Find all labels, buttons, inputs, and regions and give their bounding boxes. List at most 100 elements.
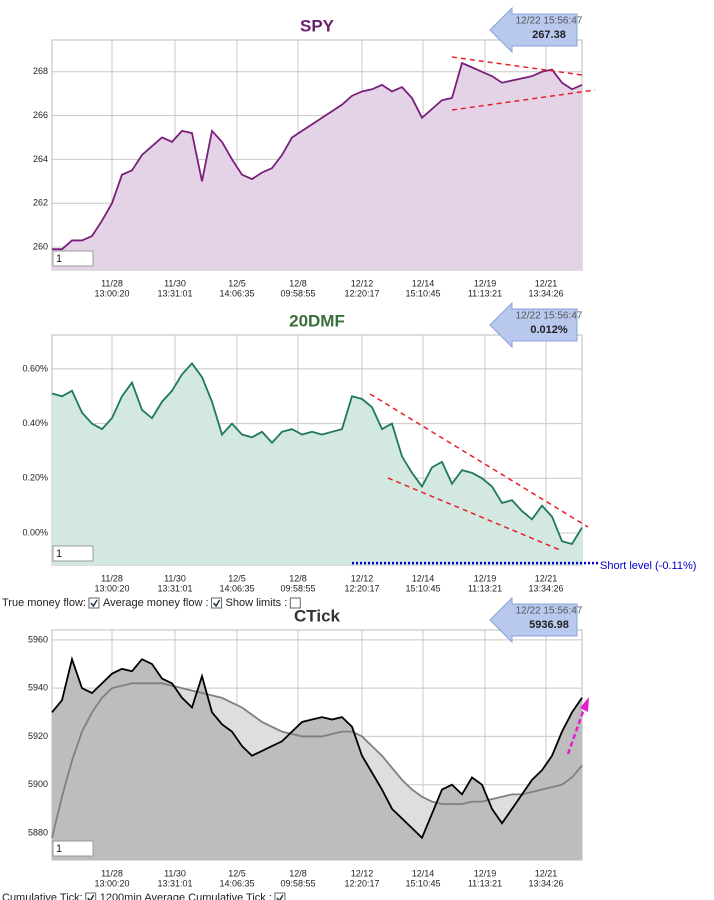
x-tick-time: 13:00:20 [94,288,129,298]
x-tick-time: 13:34:26 [528,878,563,888]
x-tick-label: 11/28 [101,278,123,288]
trendline [369,393,589,528]
control-label: True money flow: [2,597,86,609]
y-tick-label: 0.40% [22,418,48,428]
y-tick-label: 268 [33,66,48,76]
last-badge [489,301,578,349]
x-tick-time: 15:10:45 [405,288,440,298]
x-tick-label: 12/21 [535,573,558,583]
series-line [52,61,583,251]
x-tick-label: 12/21 [535,868,558,878]
checkbox-check [276,894,284,900]
y-tick-label: 0.20% [22,473,48,483]
x-tick-time: 13:00:20 [94,878,129,888]
x-tick-label: 12/8 [289,573,307,583]
x-tick-time: 11:13:21 [468,583,502,593]
last-badge [489,596,578,644]
x-tick-time: 11:13:21 [468,288,502,298]
x-tick-label: 12/8 [289,868,307,878]
x-tick-time: 12:20:17 [344,583,379,593]
zoom-input[interactable] [52,545,94,562]
y-tick-label: 5940 [28,683,48,693]
series-line [51,362,583,545]
checkbox-check [87,894,95,900]
x-tick-label: 12/12 [351,868,374,878]
chart-panel: 20DMF0.00%0.20%0.40%0.60%11/2813:00:2011… [2,301,696,609]
x-tick-time: 12:20:17 [344,878,379,888]
checkbox-check [90,599,98,608]
checkbox[interactable] [88,597,100,609]
y-tick-label: 5920 [28,731,48,741]
x-tick-time: 13:34:26 [528,288,563,298]
zoom-input[interactable] [52,840,94,857]
chart-panel: CTick5880590059205940596011/2813:00:2011… [2,596,583,900]
checkbox[interactable] [274,892,286,900]
x-tick-time: 09:58:55 [280,583,315,593]
zoom-input[interactable] [52,250,94,267]
area-fill [52,363,582,565]
x-tick-time: 11:13:21 [468,878,502,888]
zoom-input-value: 1 [56,843,62,855]
x-tick-label: 12/19 [474,278,497,288]
y-tick-label: 0.60% [22,363,48,373]
x-tick-label: 12/12 [351,278,374,288]
x-tick-time: 15:10:45 [405,583,440,593]
x-tick-label: 11/28 [101,573,123,583]
x-tick-label: 12/14 [412,868,435,878]
y-tick-label: 266 [33,110,48,120]
x-tick-time: 13:31:01 [157,878,192,888]
x-tick-time: 09:58:55 [280,288,315,298]
x-tick-label: 12/14 [412,278,435,288]
chart-title: SPY [300,16,335,35]
last-value: 0.012% [530,324,568,336]
x-tick-time: 14:06:35 [219,878,254,888]
zoom-input-value: 1 [56,253,62,265]
trendline [451,89,596,111]
x-tick-label: 12/14 [412,573,435,583]
x-tick-label: 11/30 [164,278,186,288]
checkbox[interactable] [211,597,223,609]
x-tick-label: 12/19 [474,573,497,583]
x-tick-label: 12/21 [535,278,558,288]
trendlines [369,56,596,551]
last-time: 12/22 15:56:47 [516,16,583,27]
chart-panel: SPY26026226426626811/2813:00:2011/3013:3… [33,6,583,298]
last-value: 267.38 [532,29,566,41]
area-fill [52,63,582,270]
control-label: Show limits : [226,597,288,609]
y-tick-label: 5900 [28,779,48,789]
x-tick-label: 12/12 [351,573,374,583]
y-tick-label: 260 [33,241,48,251]
x-tick-time: 13:31:01 [157,288,192,298]
checkbox[interactable] [289,597,301,609]
x-tick-time: 14:06:35 [219,583,254,593]
series-line [51,656,583,840]
x-tick-label: 12/5 [228,278,246,288]
series-line [51,682,583,839]
x-tick-time: 13:34:26 [528,583,563,593]
x-tick-time: 12:20:17 [344,288,379,298]
x-tick-time: 15:10:45 [405,878,440,888]
x-tick-label: 11/28 [101,868,123,878]
x-tick-label: 11/30 [164,868,186,878]
area-fill [52,659,582,860]
zoom-input-value: 1 [56,548,62,560]
trendline [387,477,561,551]
x-tick-label: 11/30 [164,573,186,583]
checkbox[interactable] [85,892,97,900]
last-time: 12/22 15:56:47 [516,311,583,322]
x-tick-label: 12/8 [289,278,307,288]
y-tick-label: 262 [33,198,48,208]
x-tick-time: 13:00:20 [94,583,129,593]
y-tick-label: 5960 [28,634,48,644]
last-value: 5936.98 [529,619,569,631]
arrow-head [580,697,589,712]
arrow-shaft [566,705,587,755]
y-tick-label: 264 [33,154,48,164]
checkbox-check [212,599,221,608]
short-level-label: Short level (-0.11%) [600,560,696,572]
x-tick-label: 12/5 [228,868,246,878]
control-label: Average money flow : [103,597,209,609]
x-tick-time: 09:58:55 [280,878,315,888]
